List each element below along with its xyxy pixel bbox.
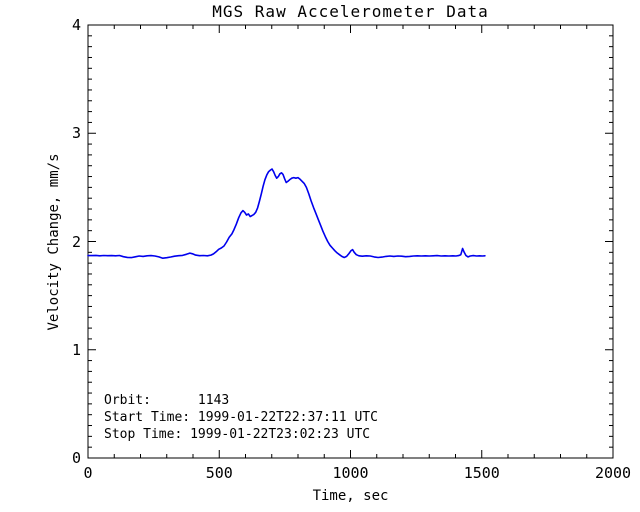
x-tick-label: 2000 <box>594 464 632 482</box>
annotation-orbit: Orbit: 1143 <box>104 393 230 408</box>
y-tick-label: 2 <box>71 232 81 251</box>
x-tick-label: 1000 <box>332 464 369 482</box>
y-tick-label: 1 <box>71 340 81 359</box>
x-tick-label: 1500 <box>463 464 500 482</box>
annotation-stop-time: Stop Time: 1999-01-22T23:02:23 UTC <box>104 427 371 442</box>
chart-title: MGS Raw Accelerometer Data <box>212 2 489 21</box>
y-tick-label: 0 <box>71 449 81 467</box>
y-tick-label: 4 <box>71 16 81 34</box>
x-tick-label: 0 <box>83 464 93 482</box>
x-tick-label: 500 <box>205 464 233 482</box>
x-axis-title: Time, sec <box>312 488 389 504</box>
y-tick-label: 3 <box>71 124 81 143</box>
annotation-start-time: Start Time: 1999-01-22T22:37:11 UTC <box>104 410 378 425</box>
data-curve <box>87 168 486 260</box>
